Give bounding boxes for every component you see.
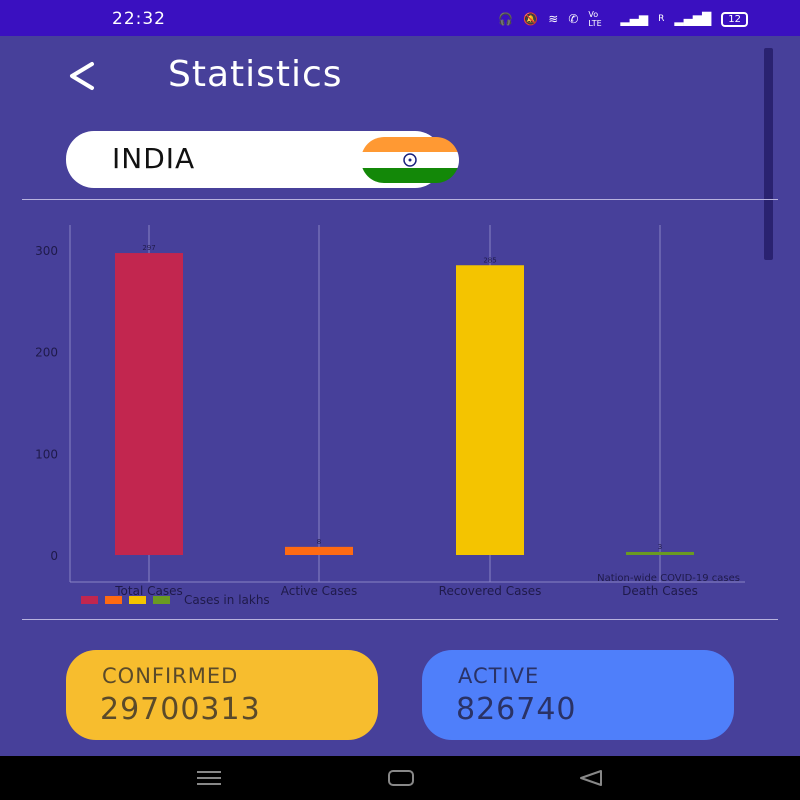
x-tick-label: Death Cases	[622, 584, 698, 598]
chart-description: Nation-wide COVID-19 cases	[597, 573, 740, 584]
legend-swatch	[81, 596, 98, 604]
battery-icon: 12	[721, 11, 748, 27]
active-card[interactable]: ACTIVE 826740	[422, 650, 734, 740]
data-label: 8	[317, 538, 321, 546]
active-value: 826740	[456, 692, 577, 727]
navigation-bar	[0, 756, 800, 800]
india-flag-icon	[361, 137, 459, 183]
status-icons: 🎧 🔕 ≋ ✆ Vo LTE ▂▄▆ R ▂▄▆█ 12	[498, 10, 748, 28]
divider-top	[22, 199, 778, 200]
call-icon: ✆	[568, 12, 579, 26]
headphones-icon: 🎧	[498, 12, 514, 26]
back-icon[interactable]	[576, 768, 606, 788]
confirmed-value: 29700313	[100, 692, 261, 727]
y-tick-label: 200	[35, 346, 58, 360]
confirmed-card[interactable]: CONFIRMED 29700313	[66, 650, 378, 740]
status-time: 22:32	[112, 9, 166, 29]
country-selector[interactable]: INDIA	[66, 131, 459, 188]
wifi-icon: ≋	[548, 12, 559, 26]
legend-swatch	[129, 596, 146, 604]
country-name: INDIA	[112, 142, 196, 175]
bar-3	[626, 551, 694, 555]
roaming-label: R	[658, 14, 665, 24]
bar-2	[456, 265, 524, 555]
app-bar	[0, 36, 800, 126]
x-tick-label: Total Cases	[114, 584, 182, 598]
y-tick-label: 0	[50, 549, 58, 563]
signal-icon-2: ▂▄▆█	[674, 12, 712, 26]
chart-svg: 0 100 200 300 297 Total Cases 8 Active Cases 285…	[35, 225, 745, 607]
x-tick-label: Active Cases	[281, 584, 358, 598]
y-tick-label: 100	[35, 447, 58, 461]
bar-0	[115, 253, 183, 556]
active-label: ACTIVE	[458, 664, 540, 688]
scrollbar-thumb[interactable]	[764, 48, 773, 260]
data-label: 3	[658, 543, 662, 551]
divider-bottom	[22, 619, 778, 620]
legend-swatch	[153, 596, 170, 604]
bar-chart: 0 100 200 300 297 Total Cases 8 Active Cases 285…	[0, 210, 800, 620]
y-tick-label: 300	[35, 244, 58, 258]
x-tick-label: Recovered Cases	[439, 584, 542, 598]
menu-icon[interactable]	[193, 768, 225, 788]
home-icon[interactable]	[386, 768, 416, 788]
data-label: 297	[142, 244, 155, 252]
back-arrow-icon[interactable]	[62, 56, 102, 96]
mute-icon: 🔕	[523, 12, 539, 26]
data-label: 285	[483, 256, 496, 264]
legend-swatch	[105, 596, 122, 604]
status-bar: 22:32 🎧 🔕 ≋ ✆ Vo LTE ▂▄▆ R ▂▄▆█ 12	[0, 0, 800, 36]
bar-1	[285, 546, 353, 555]
page-title: Statistics	[168, 54, 343, 95]
signal-icon: ▂▄▆	[620, 12, 649, 26]
confirmed-label: CONFIRMED	[102, 664, 239, 688]
volte-label: Vo LTE	[588, 10, 602, 28]
legend-label: Cases in lakhs	[184, 593, 270, 607]
